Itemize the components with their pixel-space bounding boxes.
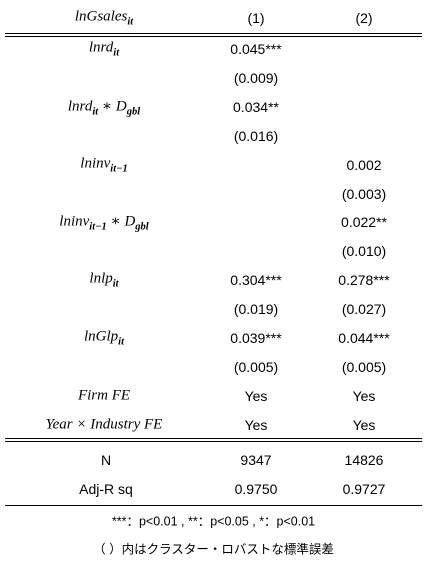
cell-value: 0.002 xyxy=(346,156,382,173)
cell-value: 0.304*** xyxy=(230,272,282,289)
row-label: lnGsalesit xyxy=(75,9,133,28)
cell-value: Yes xyxy=(244,416,268,433)
stat-value: 0.9750 xyxy=(234,481,278,497)
column-header: (1) xyxy=(247,10,265,26)
label-text: lnGsales xyxy=(74,8,128,25)
header-rule xyxy=(5,33,422,34)
cell-value: (0.016) xyxy=(233,127,279,144)
stat-value: 0.9727 xyxy=(342,481,386,497)
row-label: lnGlpit xyxy=(84,329,124,348)
row-label: lninvit−1 ∗ Dgbl xyxy=(59,212,148,233)
stat-value: 14826 xyxy=(344,452,384,468)
cell-value: Yes xyxy=(244,387,268,404)
header-rule xyxy=(5,36,422,37)
row-label: Firm FE xyxy=(78,387,130,404)
significance-note: ***：p<0.01 , **：p<0.05 , *：p<0.01 xyxy=(111,514,316,529)
cell-value: 0.022** xyxy=(341,214,387,231)
subscript: it xyxy=(127,16,134,28)
cell-value: Yes xyxy=(352,387,376,404)
cell-value: (0.027) xyxy=(341,301,387,318)
stat-label: Adj-R sq xyxy=(79,481,133,497)
se-note: （ ）内はクラスター・ロバストな標準誤差 xyxy=(93,542,334,557)
subscript: it xyxy=(92,106,99,118)
label-text: ∗ D xyxy=(98,98,127,115)
cell-value: (0.005) xyxy=(233,358,279,375)
cell-value: 0.045*** xyxy=(230,41,282,57)
cell-value: 0.044*** xyxy=(338,330,390,346)
subscript: it−1 xyxy=(89,221,107,233)
row-label: lnrdit ∗ Dgbl xyxy=(68,96,140,117)
cell-value: 0.034** xyxy=(233,98,279,115)
cell-value: (0.009) xyxy=(233,69,279,86)
row-label: lninvit−1 xyxy=(80,155,127,174)
cell-value: (0.005) xyxy=(341,358,387,375)
subscript: it−1 xyxy=(110,163,128,175)
subscript: it xyxy=(118,336,125,348)
label-text: lnrd xyxy=(67,98,93,115)
label-text: ∗ D xyxy=(106,213,136,230)
subscript: gbl xyxy=(126,106,141,118)
subscript: it xyxy=(112,278,119,290)
stat-label: N xyxy=(100,452,112,468)
label-text: Year × Industry FE xyxy=(45,416,163,433)
cell-value: 0.278*** xyxy=(338,272,390,289)
bottom-rule xyxy=(5,505,422,506)
body-rule xyxy=(5,441,422,442)
cell-value: 0.039*** xyxy=(230,330,282,346)
label-text: lnGlp xyxy=(83,328,119,345)
cell-value: Yes xyxy=(352,416,376,433)
subscript: gbl xyxy=(135,221,149,233)
body-rule xyxy=(5,438,422,439)
label-text: Firm FE xyxy=(77,387,131,404)
cell-value: (0.003) xyxy=(341,185,387,202)
subscript: it xyxy=(113,47,120,59)
column-header: (2) xyxy=(355,10,373,26)
stat-value: 9347 xyxy=(240,452,272,468)
label-text: lnlp xyxy=(89,270,113,287)
row-label: lnrdit xyxy=(89,40,119,59)
label-text: lninv xyxy=(59,213,90,230)
cell-value: (0.010) xyxy=(341,243,387,260)
label-text: lnrd xyxy=(88,39,114,56)
label-text: lninv xyxy=(80,155,111,172)
row-label: lnlpit xyxy=(89,271,118,290)
cell-value: (0.019) xyxy=(233,301,279,318)
row-label: Year × Industry FE xyxy=(46,416,163,433)
